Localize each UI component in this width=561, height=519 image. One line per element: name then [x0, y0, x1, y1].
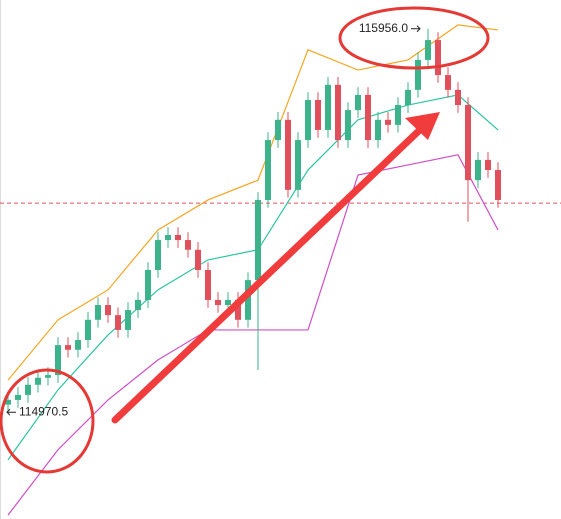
- candle-body: [25, 384, 31, 395]
- candle-body: [155, 240, 161, 271]
- candle-body: [285, 119, 291, 190]
- candle-body: [165, 234, 171, 241]
- candle-body: [395, 105, 401, 125]
- candle-body: [325, 84, 331, 130]
- candle-body: [335, 84, 341, 141]
- plot: [0, 24, 561, 516]
- candle-body: [15, 394, 21, 400]
- highlight-ellipse: [338, 6, 490, 70]
- candle-body: [465, 105, 471, 181]
- candle-body: [235, 299, 241, 320]
- candle-body: [65, 345, 71, 350]
- candle-body: [375, 119, 381, 141]
- candle-body: [305, 99, 311, 141]
- candle-body: [405, 89, 411, 106]
- candle-body: [295, 140, 301, 190]
- candle-body: [245, 280, 251, 320]
- candle-body: [315, 99, 321, 130]
- candle-body: [485, 159, 491, 171]
- candle-body: [475, 159, 481, 181]
- candle-body: [175, 234, 181, 241]
- candle-body: [5, 399, 11, 405]
- candle-body: [115, 315, 121, 330]
- candle-body: [425, 40, 431, 60]
- label-arrow: [6, 408, 16, 416]
- low-label: 114970.5: [19, 404, 68, 418]
- candle-body: [145, 270, 151, 300]
- candle-body: [455, 89, 461, 106]
- trend-arrow-head: [405, 112, 440, 140]
- candle-body: [135, 299, 141, 311]
- candle-body: [435, 40, 441, 76]
- candle-body: [355, 94, 361, 111]
- high-label: 115956.0: [359, 21, 408, 35]
- candle-body: [385, 119, 391, 125]
- candle-body: [125, 310, 131, 330]
- candle-body: [45, 375, 51, 378]
- candle-body: [345, 110, 351, 141]
- highlight-ellipse: [0, 368, 95, 474]
- candle-body: [95, 305, 101, 320]
- candle-body: [185, 240, 191, 250]
- candle-body: [105, 305, 111, 316]
- candle-body: [415, 59, 421, 90]
- candle-body: [35, 377, 41, 385]
- candle-body: [495, 170, 501, 200]
- candle-body: [365, 94, 371, 141]
- candle-body: [205, 270, 211, 300]
- candle-body: [55, 345, 61, 376]
- candle-body: [195, 249, 201, 271]
- candle-body: [85, 319, 91, 341]
- candle-body: [275, 119, 281, 141]
- band-line: [7, 24, 499, 381]
- label-arrow: [411, 25, 421, 33]
- candle-body: [215, 299, 221, 306]
- candle-body: [255, 199, 261, 281]
- trend-arrow: [111, 121, 429, 424]
- candle-body: [265, 140, 271, 200]
- candle-body: [445, 75, 451, 90]
- candle-body: [225, 299, 231, 306]
- candle-body: [75, 340, 81, 350]
